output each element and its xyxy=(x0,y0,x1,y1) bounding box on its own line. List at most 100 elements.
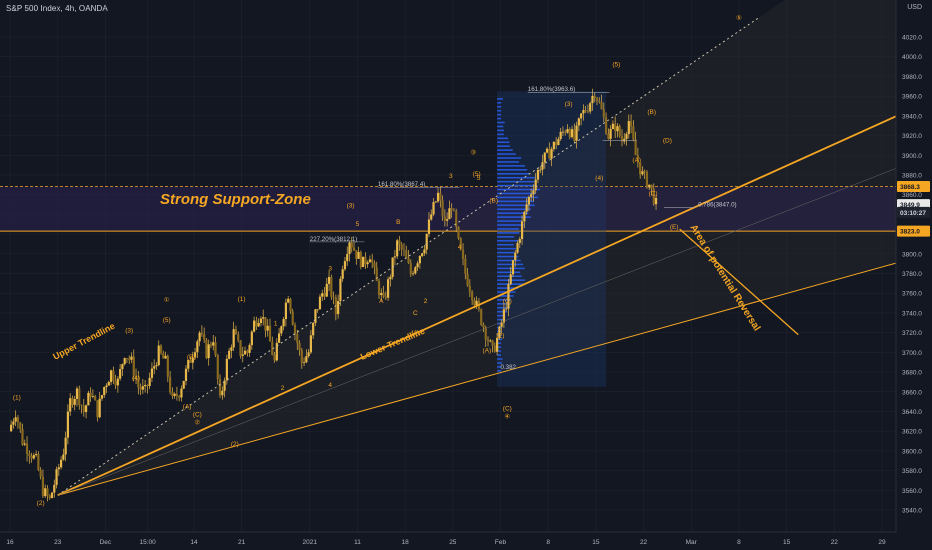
candle-body xyxy=(35,454,37,455)
candle-body xyxy=(90,393,92,397)
candle-body xyxy=(26,443,28,453)
candle-body xyxy=(407,258,409,263)
candle-body xyxy=(528,197,530,204)
price-tick: 4000.0 xyxy=(902,54,922,61)
candle-body xyxy=(360,252,362,267)
candle-body xyxy=(92,396,94,397)
volume-profile-bar xyxy=(497,173,530,175)
candle-body xyxy=(466,274,468,286)
candle-body xyxy=(405,250,407,257)
candle-body xyxy=(128,358,130,359)
volume-profile-bar xyxy=(497,118,501,120)
volume-profile-bar xyxy=(497,134,504,136)
candle-body xyxy=(24,443,26,444)
price-tick: 3640.0 xyxy=(902,409,922,416)
volume-profile-bar xyxy=(497,122,505,124)
candle-body xyxy=(650,185,652,189)
candle-body xyxy=(253,321,255,332)
candle-body xyxy=(126,358,128,359)
volume-profile-bar xyxy=(497,275,522,277)
candle-body xyxy=(51,493,53,498)
price-tick: 3760.0 xyxy=(902,291,922,298)
time-tick: 14 xyxy=(190,539,198,546)
wave-label: (5) xyxy=(163,317,171,324)
price-label: 3823.0 xyxy=(900,229,920,236)
candle-body xyxy=(510,274,512,284)
candle-body xyxy=(110,370,112,382)
wave-label: (D) xyxy=(663,137,672,144)
time-tick: 8 xyxy=(546,539,550,546)
candle-body xyxy=(28,454,30,456)
candle-body xyxy=(387,279,389,297)
candle-body xyxy=(348,242,350,254)
candle-body xyxy=(446,219,448,221)
volume-profile-bar xyxy=(497,130,504,132)
candle-body xyxy=(246,351,248,353)
candle-body xyxy=(521,221,523,239)
candle-body xyxy=(42,477,44,496)
candle-body xyxy=(430,214,432,219)
candle-body xyxy=(462,250,464,259)
price-label: 3868.3 xyxy=(900,184,920,191)
price-tick: 3660.0 xyxy=(902,389,922,396)
candle-body xyxy=(575,126,577,141)
candle-body xyxy=(560,132,562,139)
volume-profile-bar xyxy=(497,102,501,104)
candle-body xyxy=(305,356,307,362)
price-tick: 4020.0 xyxy=(902,35,922,42)
wave-label: (3) xyxy=(347,202,355,209)
volume-profile-bar xyxy=(497,311,507,313)
candle-body xyxy=(473,300,475,305)
candle-body xyxy=(40,470,42,477)
candle-body xyxy=(619,126,621,136)
candle-body xyxy=(566,129,568,133)
candle-body xyxy=(19,423,21,429)
time-tick: 15 xyxy=(592,539,600,546)
candle-body xyxy=(203,334,205,340)
time-tick: 21 xyxy=(238,539,246,546)
candle-body xyxy=(317,309,319,310)
volume-profile-bar xyxy=(497,157,521,159)
candle-body xyxy=(491,341,493,346)
candle-body xyxy=(187,360,189,369)
candle-body xyxy=(76,388,78,398)
price-tick: 3920.0 xyxy=(902,133,922,140)
candle-body xyxy=(614,124,616,131)
volume-profile-bar xyxy=(497,216,531,218)
candle-body xyxy=(283,319,285,326)
candle-body xyxy=(376,267,378,281)
candle-body xyxy=(162,353,164,358)
candle-body xyxy=(212,342,214,345)
wave-label: 3 xyxy=(328,266,332,273)
price-tick: 3800.0 xyxy=(902,251,922,258)
volume-profile-bar xyxy=(497,236,514,238)
candle-body xyxy=(323,293,325,296)
candle-body xyxy=(321,293,323,296)
candle-body xyxy=(355,250,357,259)
volume-profile-bar xyxy=(497,141,509,143)
candle-body xyxy=(210,344,212,345)
candle-body xyxy=(12,422,14,425)
time-tick: 23 xyxy=(54,539,62,546)
candle-body xyxy=(83,406,85,412)
wave-label: (B) xyxy=(489,198,498,205)
candle-body xyxy=(423,250,425,254)
candle-body xyxy=(616,126,618,131)
volume-profile-bar xyxy=(497,264,523,266)
candle-body xyxy=(124,358,126,364)
fib-label: 227.20%(3812.1) xyxy=(310,236,357,243)
candle-body xyxy=(539,170,541,171)
candle-body xyxy=(205,340,207,358)
candle-body xyxy=(112,370,114,380)
candle-body xyxy=(610,129,612,139)
price-axis: 3540.03560.03580.03600.03620.03640.03660… xyxy=(896,0,930,532)
candle-body xyxy=(74,399,76,405)
candle-body xyxy=(94,396,96,400)
wave-label: (2) xyxy=(37,500,45,507)
candle-body xyxy=(612,124,614,129)
wave-label: 1 xyxy=(274,321,278,328)
candle-body xyxy=(319,297,321,310)
candle-body xyxy=(401,244,403,249)
